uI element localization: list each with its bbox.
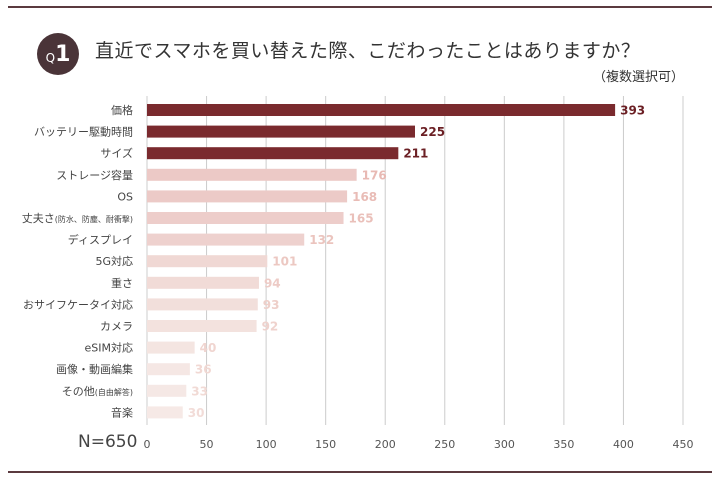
bar bbox=[147, 320, 257, 332]
x-tick-label: 150 bbox=[315, 438, 336, 451]
bar bbox=[147, 190, 348, 203]
x-tick-label: 200 bbox=[375, 438, 396, 451]
bar bbox=[147, 298, 258, 311]
bar-value-label: 132 bbox=[309, 233, 334, 247]
bar-value-label: 211 bbox=[403, 147, 428, 161]
top-rule bbox=[8, 6, 712, 8]
x-tick-label: 350 bbox=[553, 438, 574, 451]
category-label-main: ディスプレイ bbox=[68, 233, 133, 247]
category-label-main: 画像・動画編集 bbox=[56, 362, 133, 376]
bar bbox=[147, 125, 415, 138]
category-label-main: カメラ bbox=[100, 320, 133, 333]
bar-value-label: 393 bbox=[620, 104, 645, 118]
bar-value-label: 33 bbox=[191, 384, 208, 398]
category-label: 音楽 bbox=[111, 405, 133, 419]
category-label-main: おサイフケータイ対応 bbox=[23, 297, 133, 311]
bar bbox=[147, 212, 344, 224]
x-tick-label: 450 bbox=[673, 438, 694, 451]
category-label: 丈夫さ(防水、防塵、耐衝撃) bbox=[22, 212, 133, 225]
bar-value-label: 30 bbox=[188, 406, 205, 420]
bar bbox=[147, 255, 268, 268]
category-label-main: 価格 bbox=[111, 103, 133, 117]
bar-value-label: 165 bbox=[349, 212, 374, 226]
bar-value-label: 176 bbox=[362, 168, 387, 182]
bar bbox=[147, 147, 399, 160]
category-label-main: 重さ bbox=[111, 276, 133, 290]
x-tick-label: 50 bbox=[200, 438, 214, 451]
bar-value-label: 40 bbox=[200, 341, 217, 355]
category-label-main: OS bbox=[117, 190, 133, 203]
badge-q: Q bbox=[45, 51, 56, 65]
bar bbox=[147, 341, 195, 354]
category-label-main: 5G対応 bbox=[95, 254, 133, 268]
category-label: その他(自由解答) bbox=[62, 385, 133, 398]
bar-value-label: 94 bbox=[264, 276, 281, 290]
bar-value-label: 168 bbox=[352, 190, 377, 204]
x-tick-label: 0 bbox=[144, 438, 151, 451]
category-label: 画像・動画編集 bbox=[56, 362, 133, 376]
category-label: OS bbox=[117, 190, 133, 203]
category-label-main: バッテリー駆動時間 bbox=[34, 125, 133, 139]
badge-number: 1 bbox=[55, 41, 71, 67]
category-label-main: 丈夫さ bbox=[22, 212, 55, 225]
question-badge: Q 1 bbox=[37, 33, 79, 75]
category-label: eSIM対応 bbox=[85, 341, 134, 355]
category-label: 重さ bbox=[111, 276, 133, 290]
bar-value-label: 225 bbox=[420, 125, 445, 139]
category-label-note: (防水、防塵、耐衝撃) bbox=[55, 214, 133, 224]
question-title: 直近でスマホを買い替えた際、こだわったことはありますか？ bbox=[95, 40, 641, 62]
category-label: ディスプレイ bbox=[68, 233, 133, 247]
bar bbox=[147, 104, 616, 116]
bar bbox=[147, 406, 183, 419]
category-label-main: サイズ bbox=[100, 146, 133, 160]
category-label: 価格 bbox=[111, 103, 133, 117]
x-tick-label: 100 bbox=[256, 438, 277, 451]
bottom-rule bbox=[8, 471, 712, 473]
category-label: ストレージ容量 bbox=[56, 168, 133, 182]
question-subtitle: （複数選択可） bbox=[592, 70, 684, 85]
category-label: おサイフケータイ対応 bbox=[23, 297, 133, 311]
category-label-main: eSIM対応 bbox=[85, 341, 134, 355]
sample-size-label: N=650 bbox=[78, 432, 138, 452]
category-label-main: ストレージ容量 bbox=[56, 168, 133, 182]
bar-value-label: 92 bbox=[262, 320, 279, 334]
bar-value-label: 93 bbox=[263, 298, 280, 312]
bar-value-label: 101 bbox=[272, 255, 297, 269]
category-label: カメラ bbox=[100, 320, 133, 333]
x-tick-label: 250 bbox=[434, 438, 455, 451]
category-label: バッテリー駆動時間 bbox=[34, 125, 133, 139]
bar bbox=[147, 233, 305, 246]
bar bbox=[147, 363, 190, 376]
category-label: 5G対応 bbox=[95, 254, 133, 268]
category-label: サイズ bbox=[100, 146, 133, 160]
x-tick-label: 400 bbox=[613, 438, 634, 451]
bar-value-label: 36 bbox=[195, 363, 212, 377]
category-label-main: 音楽 bbox=[111, 405, 133, 419]
bar bbox=[147, 384, 187, 397]
category-label-note: (自由解答) bbox=[95, 387, 133, 397]
category-label-main: その他 bbox=[62, 385, 95, 398]
bar bbox=[147, 168, 357, 181]
x-tick-label: 300 bbox=[494, 438, 515, 451]
bar bbox=[147, 276, 259, 289]
